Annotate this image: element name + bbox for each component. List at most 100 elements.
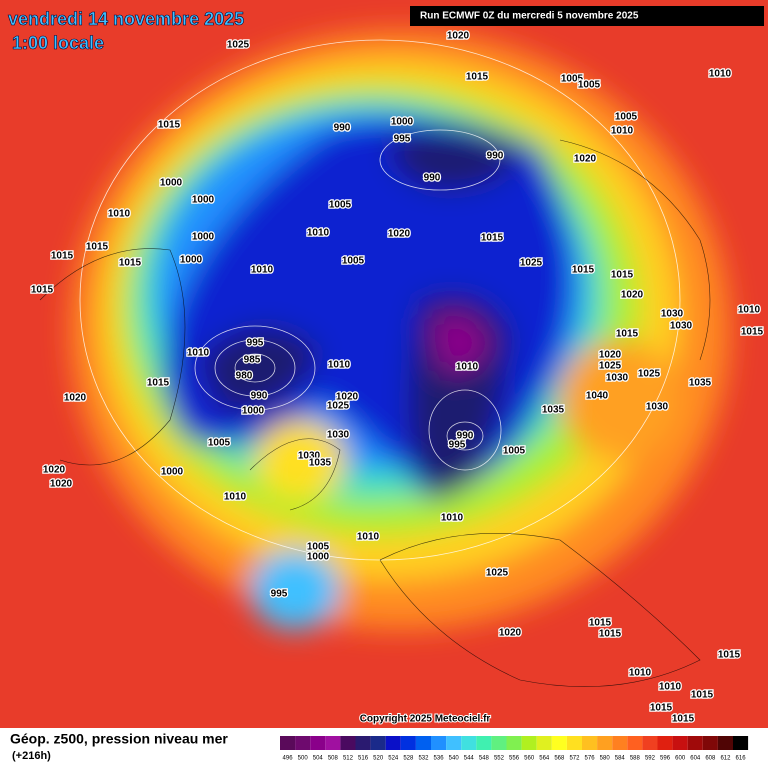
legend-swatch bbox=[310, 736, 326, 750]
pressure-label: 1010 bbox=[709, 69, 732, 80]
pressure-label: 1020 bbox=[499, 628, 522, 639]
pressure-label: 1015 bbox=[481, 233, 504, 244]
pressure-label: 1035 bbox=[542, 405, 565, 416]
pressure-label: 1000 bbox=[160, 178, 183, 189]
pressure-label: 1010 bbox=[611, 126, 634, 137]
pressure-label: 1005 bbox=[578, 80, 601, 91]
legend-swatch bbox=[340, 736, 356, 750]
legend-label: 584 bbox=[615, 756, 626, 762]
pressure-label: 985 bbox=[244, 355, 261, 366]
legend-swatch bbox=[385, 736, 401, 750]
pressure-label: 990 bbox=[457, 431, 474, 442]
pressure-label: 990 bbox=[251, 391, 268, 402]
legend-swatch bbox=[733, 736, 749, 750]
pressure-label: 995 bbox=[449, 440, 466, 451]
run: Run ECMWF 0Z du mercredi 5 novembre 2025 bbox=[420, 11, 639, 22]
pressure-label: 1015 bbox=[119, 258, 142, 269]
pressure-label: 1010 bbox=[441, 513, 464, 524]
legend-swatch bbox=[461, 736, 477, 750]
legend-swatch bbox=[536, 736, 552, 750]
pressure-label: 1020 bbox=[388, 229, 411, 240]
legend-swatch bbox=[491, 736, 507, 750]
pressure-label: 1010 bbox=[224, 492, 247, 503]
legend-label: 548 bbox=[479, 756, 490, 762]
pressure-label: 1020 bbox=[336, 392, 359, 403]
pressure-label: 1015 bbox=[741, 327, 764, 338]
pressure-label: 1005 bbox=[208, 438, 231, 449]
legend-swatch bbox=[566, 736, 582, 750]
pressure-label: 1010 bbox=[328, 360, 351, 371]
pressure-label: 1010 bbox=[251, 265, 274, 276]
pressure-label: 1025 bbox=[638, 369, 661, 380]
date: vendredi 14 novembre 2025 bbox=[8, 9, 244, 29]
pressure-label: 1000 bbox=[307, 552, 330, 563]
legend-label: 552 bbox=[494, 756, 505, 762]
legend-label: 588 bbox=[630, 756, 641, 762]
legend-label: 544 bbox=[464, 756, 475, 762]
pressure-label: 1025 bbox=[227, 40, 250, 51]
pressure-label: 1015 bbox=[616, 329, 639, 340]
pressure-label: 1015 bbox=[691, 690, 714, 701]
pressure-label: 980 bbox=[236, 371, 253, 382]
pressure-label: 1010 bbox=[357, 532, 380, 543]
legend-swatch bbox=[551, 736, 567, 750]
field: Géop. z500, pression niveau mer bbox=[10, 731, 228, 747]
pressure-label: 995 bbox=[394, 134, 411, 145]
legend-label: 500 bbox=[298, 756, 309, 762]
pressure-label: 1015 bbox=[158, 120, 181, 131]
legend-label: 516 bbox=[358, 756, 369, 762]
legend-swatch bbox=[642, 736, 658, 750]
pressure-label: 1005 bbox=[342, 256, 365, 267]
pressure-label: 1015 bbox=[31, 285, 54, 296]
pressure-label: 1025 bbox=[599, 361, 622, 372]
pressure-label: 1000 bbox=[161, 467, 184, 478]
pressure-label: 1010 bbox=[659, 682, 682, 693]
legend-label: 580 bbox=[600, 756, 611, 762]
pressure-label: 1015 bbox=[147, 378, 170, 389]
pressure-label: 1030 bbox=[646, 402, 669, 413]
map-field bbox=[0, 0, 768, 728]
pressure-label: 990 bbox=[424, 173, 441, 184]
legend-label: 556 bbox=[509, 756, 520, 762]
pressure-label: 1010 bbox=[738, 305, 761, 316]
legend-label: 568 bbox=[554, 756, 565, 762]
pressure-label: 1000 bbox=[192, 195, 215, 206]
copyright: Copyright 2025 Meteociel.fr bbox=[360, 714, 491, 725]
legend-label: 532 bbox=[418, 756, 429, 762]
pressure-label: 1015 bbox=[650, 703, 673, 714]
run-box bbox=[410, 6, 764, 26]
legend-label: 616 bbox=[736, 756, 747, 762]
legend-label: 560 bbox=[524, 756, 535, 762]
legend-label: 604 bbox=[690, 756, 701, 762]
pressure-label: 990 bbox=[334, 123, 351, 134]
legend-label: 520 bbox=[373, 756, 384, 762]
legend-label: 612 bbox=[720, 756, 731, 762]
legend-label: 528 bbox=[403, 756, 414, 762]
legend-swatch bbox=[431, 736, 447, 750]
pressure-label: 995 bbox=[271, 589, 288, 600]
pressure-label: 1035 bbox=[689, 378, 712, 389]
pressure-label: 1000 bbox=[242, 406, 265, 417]
pressure-label: 1005 bbox=[561, 74, 584, 85]
legend-swatch bbox=[582, 736, 598, 750]
pressure-label: 1015 bbox=[466, 72, 489, 83]
legend-swatch bbox=[687, 736, 703, 750]
legend-label: 496 bbox=[283, 756, 294, 762]
legend-label: 512 bbox=[343, 756, 354, 762]
pressure-label: 1015 bbox=[672, 714, 695, 725]
legend-swatch bbox=[295, 736, 311, 750]
pressure-label: 1015 bbox=[611, 270, 634, 281]
pressure-label: 1005 bbox=[615, 112, 638, 123]
legend-swatch bbox=[415, 736, 431, 750]
legend-swatch bbox=[506, 736, 522, 750]
legend-swatch bbox=[355, 736, 371, 750]
pressure-label: 1000 bbox=[391, 117, 414, 128]
pressure-label: 1035 bbox=[309, 458, 332, 469]
pressure-label: 1030 bbox=[606, 373, 629, 384]
pressure-label: 1020 bbox=[43, 465, 66, 476]
pressure-label: 1020 bbox=[599, 350, 622, 361]
lead: (+216h) bbox=[12, 750, 51, 762]
pressure-label: 1005 bbox=[503, 446, 526, 457]
legend-swatch bbox=[702, 736, 718, 750]
pressure-label: 1015 bbox=[589, 618, 612, 629]
